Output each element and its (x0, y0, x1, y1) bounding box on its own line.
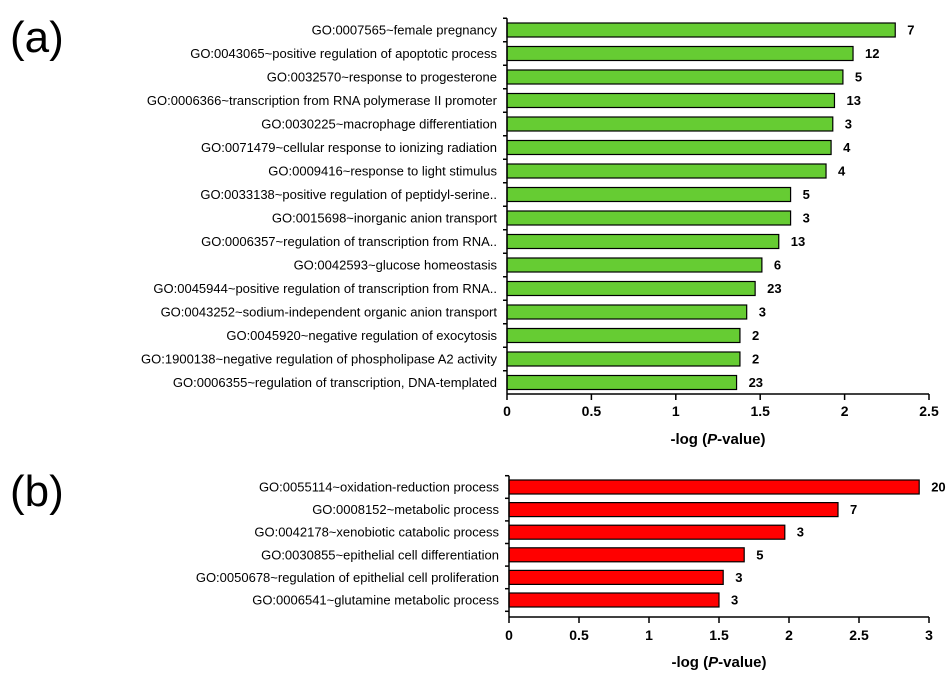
x-tick-label: 2 (785, 627, 793, 643)
count-label: 6 (774, 258, 781, 273)
category-label: GO:0030225~macrophage differentiation (261, 117, 497, 132)
count-label: 3 (731, 593, 738, 608)
x-tick-label: 0.5 (582, 403, 602, 419)
x-tick-label: 0 (505, 627, 513, 643)
category-label: GO:0007565~female pregnancy (312, 23, 498, 38)
panel-letter: (b) (10, 467, 64, 516)
x-axis-title-suffix: -value) (718, 654, 766, 671)
bar (508, 569, 724, 586)
count-label: 2 (752, 352, 759, 367)
count-label: 23 (749, 375, 763, 390)
category-label: GO:0045920~negative regulation of exocyt… (226, 328, 497, 343)
bar (506, 92, 836, 109)
count-label: 5 (756, 547, 763, 562)
x-tick-label: 1.5 (709, 627, 729, 643)
category-label: GO:0033138~positive regulation of peptid… (200, 187, 497, 202)
category-label: GO:0071479~cellular response to ionizing… (201, 140, 497, 155)
count-label: 7 (850, 502, 857, 517)
count-label: 3 (845, 117, 852, 132)
bar (508, 524, 786, 540)
count-label: 4 (838, 164, 846, 179)
category-label: GO:0032570~response to progesterone (267, 70, 497, 85)
count-label: 3 (759, 305, 766, 320)
bar (506, 304, 748, 320)
x-axis-title-italic: P (708, 654, 719, 671)
bar (506, 233, 780, 250)
category-label: GO:0043252~sodium-independent organic an… (161, 305, 498, 320)
category-label: GO:0006366~transcription from RNA polyme… (147, 93, 498, 108)
bar (506, 210, 792, 226)
x-tick-label: 2 (841, 403, 849, 419)
panel-letter: (a) (10, 13, 64, 62)
x-axis-title: -log (P-value) (671, 654, 766, 671)
panel-b-chart: (b) GO:0055114~oxidation-reduction proces… (10, 467, 946, 671)
count-label: 3 (803, 211, 810, 226)
bar (508, 502, 839, 518)
category-label: GO:0015698~inorganic anion transport (272, 211, 498, 226)
count-label: 23 (767, 281, 781, 296)
x-axis-title-suffix: -value) (717, 431, 765, 448)
category-label: GO:0055114~oxidation-reduction process (259, 480, 500, 495)
category-label: GO:0030855~epithelial cell differentiati… (261, 547, 499, 562)
bar (506, 257, 763, 273)
bar (508, 592, 720, 608)
count-label: 20 (931, 480, 945, 495)
category-label: GO:0043065~positive regulation of apopto… (190, 46, 497, 61)
bar (508, 479, 920, 495)
count-label: 3 (735, 570, 742, 585)
bar (506, 69, 844, 85)
bar (506, 374, 738, 391)
bar (506, 163, 827, 179)
count-label: 5 (803, 187, 810, 202)
category-label: GO:0006355~regulation of transcription, … (173, 375, 497, 390)
category-label: GO:0006541~glutamine metabolic process (252, 593, 499, 608)
x-axis-title-italic: P (707, 431, 718, 448)
x-tick-label: 1 (645, 627, 653, 643)
count-label: 3 (797, 525, 804, 540)
count-label: 7 (907, 23, 914, 38)
x-axis-title-prefix: -log ( (670, 431, 707, 448)
x-tick-label: 0.5 (569, 627, 589, 643)
bar (506, 45, 854, 62)
bar (506, 327, 741, 344)
bar (506, 22, 896, 38)
count-label: 13 (846, 93, 860, 108)
category-label: GO:1900138~negative regulation of phosph… (141, 352, 497, 367)
x-tick-label: 1 (672, 403, 680, 419)
x-tick-label: 2.5 (919, 403, 939, 419)
bar (506, 139, 832, 156)
bar (506, 186, 792, 203)
category-label: GO:0042593~glucose homeostasis (294, 258, 498, 273)
category-label: GO:0045944~positive regulation of transc… (153, 281, 497, 296)
category-label: GO:0050678~regulation of epithelial cell… (196, 570, 499, 585)
bar (506, 116, 834, 132)
bar (506, 351, 741, 367)
category-label: GO:0006357~regulation of transcription f… (201, 234, 497, 249)
category-label: GO:0042178~xenobiotic catabolic process (254, 525, 499, 540)
x-axis-title: -log (P-value) (670, 431, 765, 448)
x-tick-label: 0 (503, 403, 511, 419)
count-label: 2 (752, 328, 759, 343)
x-tick-label: 3 (925, 627, 933, 643)
x-tick-label: 2.5 (849, 627, 869, 643)
x-tick-label: 1.5 (750, 403, 770, 419)
category-label: GO:0008152~metabolic process (312, 502, 499, 517)
count-label: 5 (855, 70, 862, 85)
panel-a-chart: (a) GO:0007565~female pregnancy 7 GO:004306… (10, 13, 939, 448)
count-label: 12 (865, 46, 879, 61)
bar (508, 547, 745, 563)
category-label: GO:0009416~response to light stimulus (268, 164, 497, 179)
count-label: 13 (791, 234, 805, 249)
bar (506, 280, 756, 297)
x-axis-title-prefix: -log ( (671, 654, 708, 671)
count-label: 4 (843, 140, 851, 155)
